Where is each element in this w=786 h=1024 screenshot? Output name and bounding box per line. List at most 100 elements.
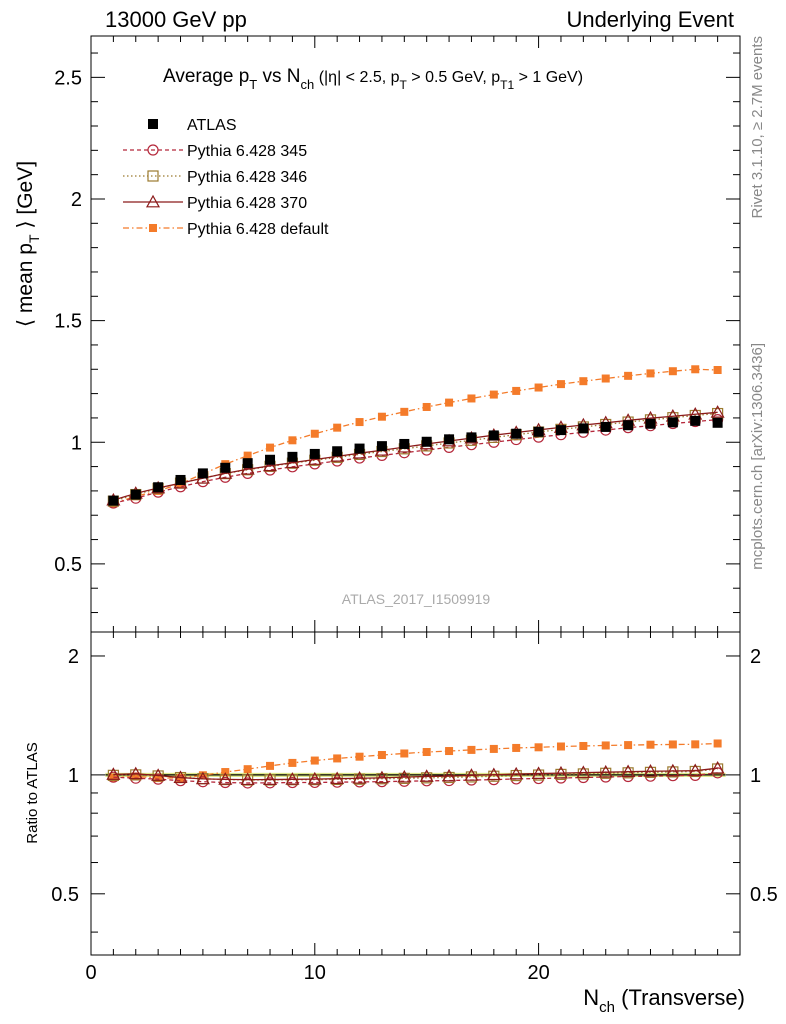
data-point (555, 768, 567, 781)
data-point (421, 436, 432, 447)
data-point (400, 407, 409, 416)
data-point (195, 771, 210, 785)
data-point (376, 773, 388, 785)
data-point (623, 420, 634, 431)
data-point (266, 443, 275, 452)
data-point (646, 740, 655, 749)
data-point (400, 749, 409, 758)
x-tick-label: 10 (304, 962, 326, 984)
data-point (466, 432, 477, 443)
rivet-version-label: Rivet 3.1.10, ≥ 2.7M events (749, 36, 766, 219)
data-point (173, 770, 188, 783)
data-point (645, 418, 656, 429)
ratio-plot-frame (90, 631, 741, 956)
data-point (511, 428, 522, 439)
data-point (288, 758, 297, 767)
data-point (263, 458, 278, 472)
data-point (600, 767, 612, 779)
data-point (154, 774, 163, 783)
data-point (646, 369, 655, 378)
data-point (108, 495, 119, 506)
data-point (332, 446, 343, 457)
data-point (310, 756, 319, 765)
data-point (534, 743, 543, 752)
data-point (220, 462, 231, 473)
data-point (263, 772, 278, 785)
data-point (556, 380, 565, 389)
y-tick-label: 0.5 (54, 554, 82, 576)
data-point (668, 740, 677, 749)
data-point (509, 766, 524, 780)
legend-label: Pythia 6.428 346 (187, 169, 307, 186)
data-point (489, 744, 498, 753)
data-point (147, 144, 159, 156)
data-point (377, 412, 386, 421)
data-point (352, 771, 367, 784)
data-point (265, 454, 276, 465)
legend-entry: Pythia 6.428 370 (123, 194, 307, 212)
data-point (398, 772, 410, 784)
data-point (221, 768, 230, 777)
data-point (307, 771, 322, 785)
data-point (288, 436, 297, 445)
data-point (556, 742, 565, 751)
data-point (488, 430, 499, 441)
data-point (555, 425, 566, 436)
x-tick-label: 20 (527, 962, 549, 984)
y-tick-label: 1 (71, 432, 82, 454)
ratio-y-tick-label: 2 (68, 646, 79, 668)
axes-layer: 0 10 20 0.5 1 1.5 2 2.5 0.5 0.5 1 1 2 2 (51, 36, 778, 984)
ratio-series-line (113, 772, 718, 784)
legend-entry: ATLAS (148, 117, 237, 134)
data-point (691, 365, 700, 374)
data-point (445, 398, 454, 407)
data-point (624, 741, 633, 750)
data-point (512, 386, 521, 395)
data-point (579, 377, 588, 386)
ratio-series-line (113, 767, 718, 781)
data-point (621, 764, 636, 778)
legend-label: Pythia 6.428 345 (187, 143, 307, 160)
legend-label: Pythia 6.428 default (187, 221, 329, 238)
data-point (533, 426, 544, 437)
data-point (622, 767, 634, 779)
legend-label: Pythia 6.428 370 (187, 195, 307, 212)
data-point (576, 765, 591, 779)
data-point (442, 768, 457, 782)
data-point (467, 394, 476, 403)
data-point (443, 771, 455, 784)
analysis-id-label: ATLAS_2017_I1509919 (342, 591, 491, 607)
data-point (690, 415, 701, 426)
x-axis-label: Nch (Transverse) (583, 985, 745, 1016)
data-point (397, 769, 412, 783)
data-point (243, 451, 252, 460)
data-point (421, 772, 433, 784)
chart-title: Average pT vs Nch (|η| < 2.5, pT > 0.5 G… (163, 66, 583, 92)
data-point (266, 761, 275, 770)
y-tick-label: 2 (71, 189, 82, 211)
data-point (422, 402, 431, 411)
data-point (689, 765, 701, 778)
data-point (153, 482, 164, 493)
data-point (310, 429, 319, 438)
data-point (691, 740, 700, 749)
data-point (713, 739, 722, 748)
data-point (510, 769, 522, 782)
data-point (512, 743, 521, 752)
data-point (534, 383, 543, 392)
data-point (667, 417, 678, 428)
legend-entry: Pythia 6.428 default (123, 221, 329, 238)
data-point (553, 765, 568, 779)
data-point (243, 765, 252, 774)
data-point (465, 771, 478, 783)
data-point (287, 451, 298, 462)
data-point (333, 423, 342, 432)
data-point (601, 741, 610, 750)
data-point (643, 764, 658, 777)
data-point (374, 770, 389, 784)
mcplots-label: mcplots.cern.ch [arXiv:1306.3436] (749, 343, 766, 570)
ratio-y-tick-label: 0.5 (51, 884, 79, 906)
series-line (113, 411, 718, 501)
series-layer (106, 365, 725, 789)
